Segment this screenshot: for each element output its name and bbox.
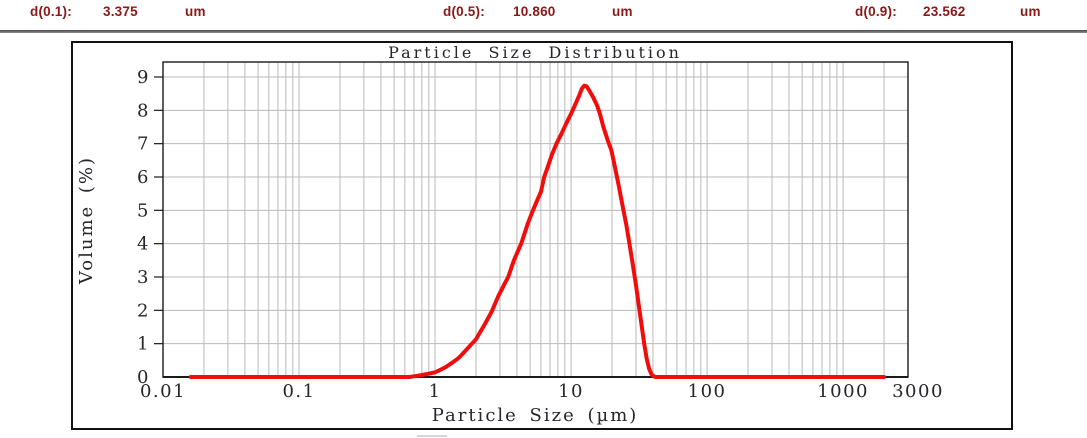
svg-text:4: 4 (137, 234, 150, 255)
d50-label: d(0.5): (443, 4, 485, 19)
svg-text:1: 1 (137, 334, 150, 355)
d90-value: 23.562 (923, 4, 966, 19)
d10-label: d(0.1): (30, 4, 72, 19)
svg-text:0.1: 0.1 (282, 381, 315, 402)
y-tick-labels: 0 1 2 3 4 5 6 7 8 9 (137, 67, 150, 388)
svg-text:2: 2 (137, 300, 150, 321)
x-tick-labels: 0.01 0.1 1 10 100 1000 3000 (140, 381, 944, 402)
svg-text:0: 0 (137, 367, 150, 388)
cutoff-text-artifact (417, 435, 447, 437)
svg-text:1000: 1000 (817, 381, 869, 402)
d50-unit: um (612, 4, 633, 19)
header-separator-line (0, 30, 1087, 33)
svg-text:5: 5 (137, 200, 150, 221)
volume-distribution-curve (188, 83, 886, 379)
svg-text:7: 7 (137, 134, 150, 155)
plot-area-border (162, 61, 909, 378)
svg-text:6: 6 (137, 167, 150, 188)
d90-unit: um (1020, 4, 1041, 19)
d10-unit: um (185, 4, 206, 19)
gridlines (163, 62, 908, 377)
d90-label: d(0.9): (855, 4, 897, 19)
svg-text:9: 9 (137, 67, 150, 88)
svg-text:100: 100 (688, 381, 727, 402)
y-axis-ticks (154, 76, 163, 345)
d50-value: 10.860 (513, 4, 556, 19)
svg-text:10: 10 (558, 381, 584, 402)
svg-text:3: 3 (137, 267, 150, 288)
svg-text:1: 1 (429, 381, 442, 402)
svg-text:3000: 3000 (892, 381, 944, 402)
svg-text:8: 8 (137, 100, 150, 121)
y-axis-label: Volume (%) (76, 156, 97, 285)
d10-value: 3.375 (103, 4, 138, 19)
svg-text:0.01: 0.01 (140, 381, 186, 402)
x-axis-label: Particle Size (µm) (432, 405, 639, 426)
chart-title: Particle Size Distribution (388, 43, 682, 62)
